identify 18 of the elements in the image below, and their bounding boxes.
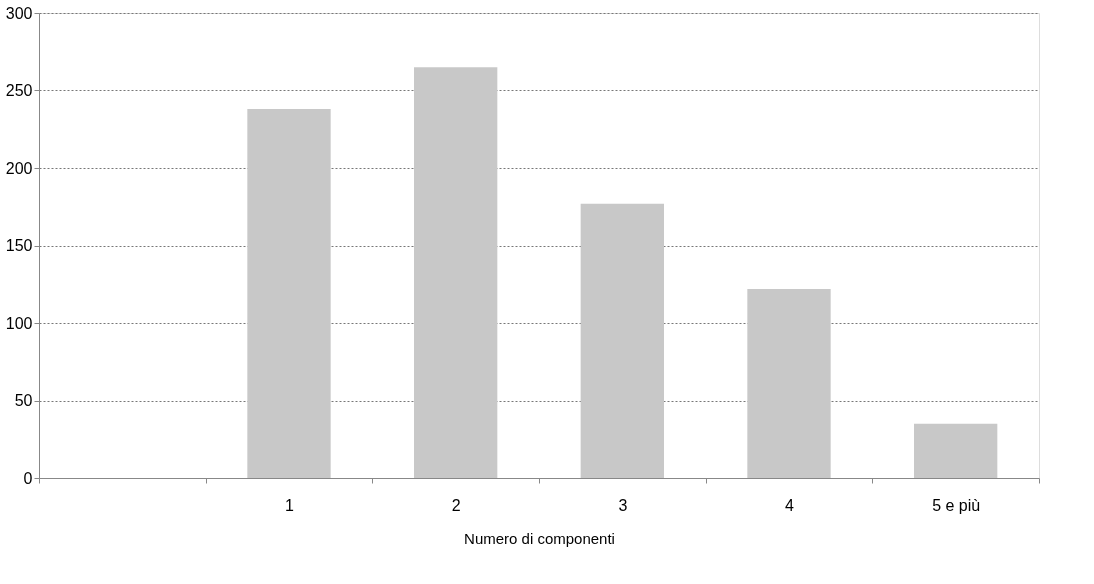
x-tick-label: 1: [285, 496, 295, 514]
y-tick-label: 0: [23, 469, 33, 487]
y-tick-label: 100: [5, 314, 33, 332]
x-tick-label: 3: [618, 496, 628, 514]
bar: [247, 109, 331, 478]
y-tick-label: 50: [14, 392, 33, 409]
x-tick-label: 2: [451, 496, 461, 514]
y-tick-label: 200: [5, 159, 33, 177]
y-tick-label: 250: [5, 82, 33, 99]
x-tick-label: 5 e più: [932, 496, 981, 514]
bar: [747, 288, 831, 478]
bar: [580, 203, 664, 478]
x-axis-title: Numero di componenti: [464, 529, 615, 547]
x-tick-label: 4: [785, 496, 795, 514]
bar: [414, 67, 498, 478]
bar: [914, 423, 998, 478]
y-tick-label: 300: [5, 4, 33, 22]
y-tick-label: 150: [5, 237, 33, 254]
